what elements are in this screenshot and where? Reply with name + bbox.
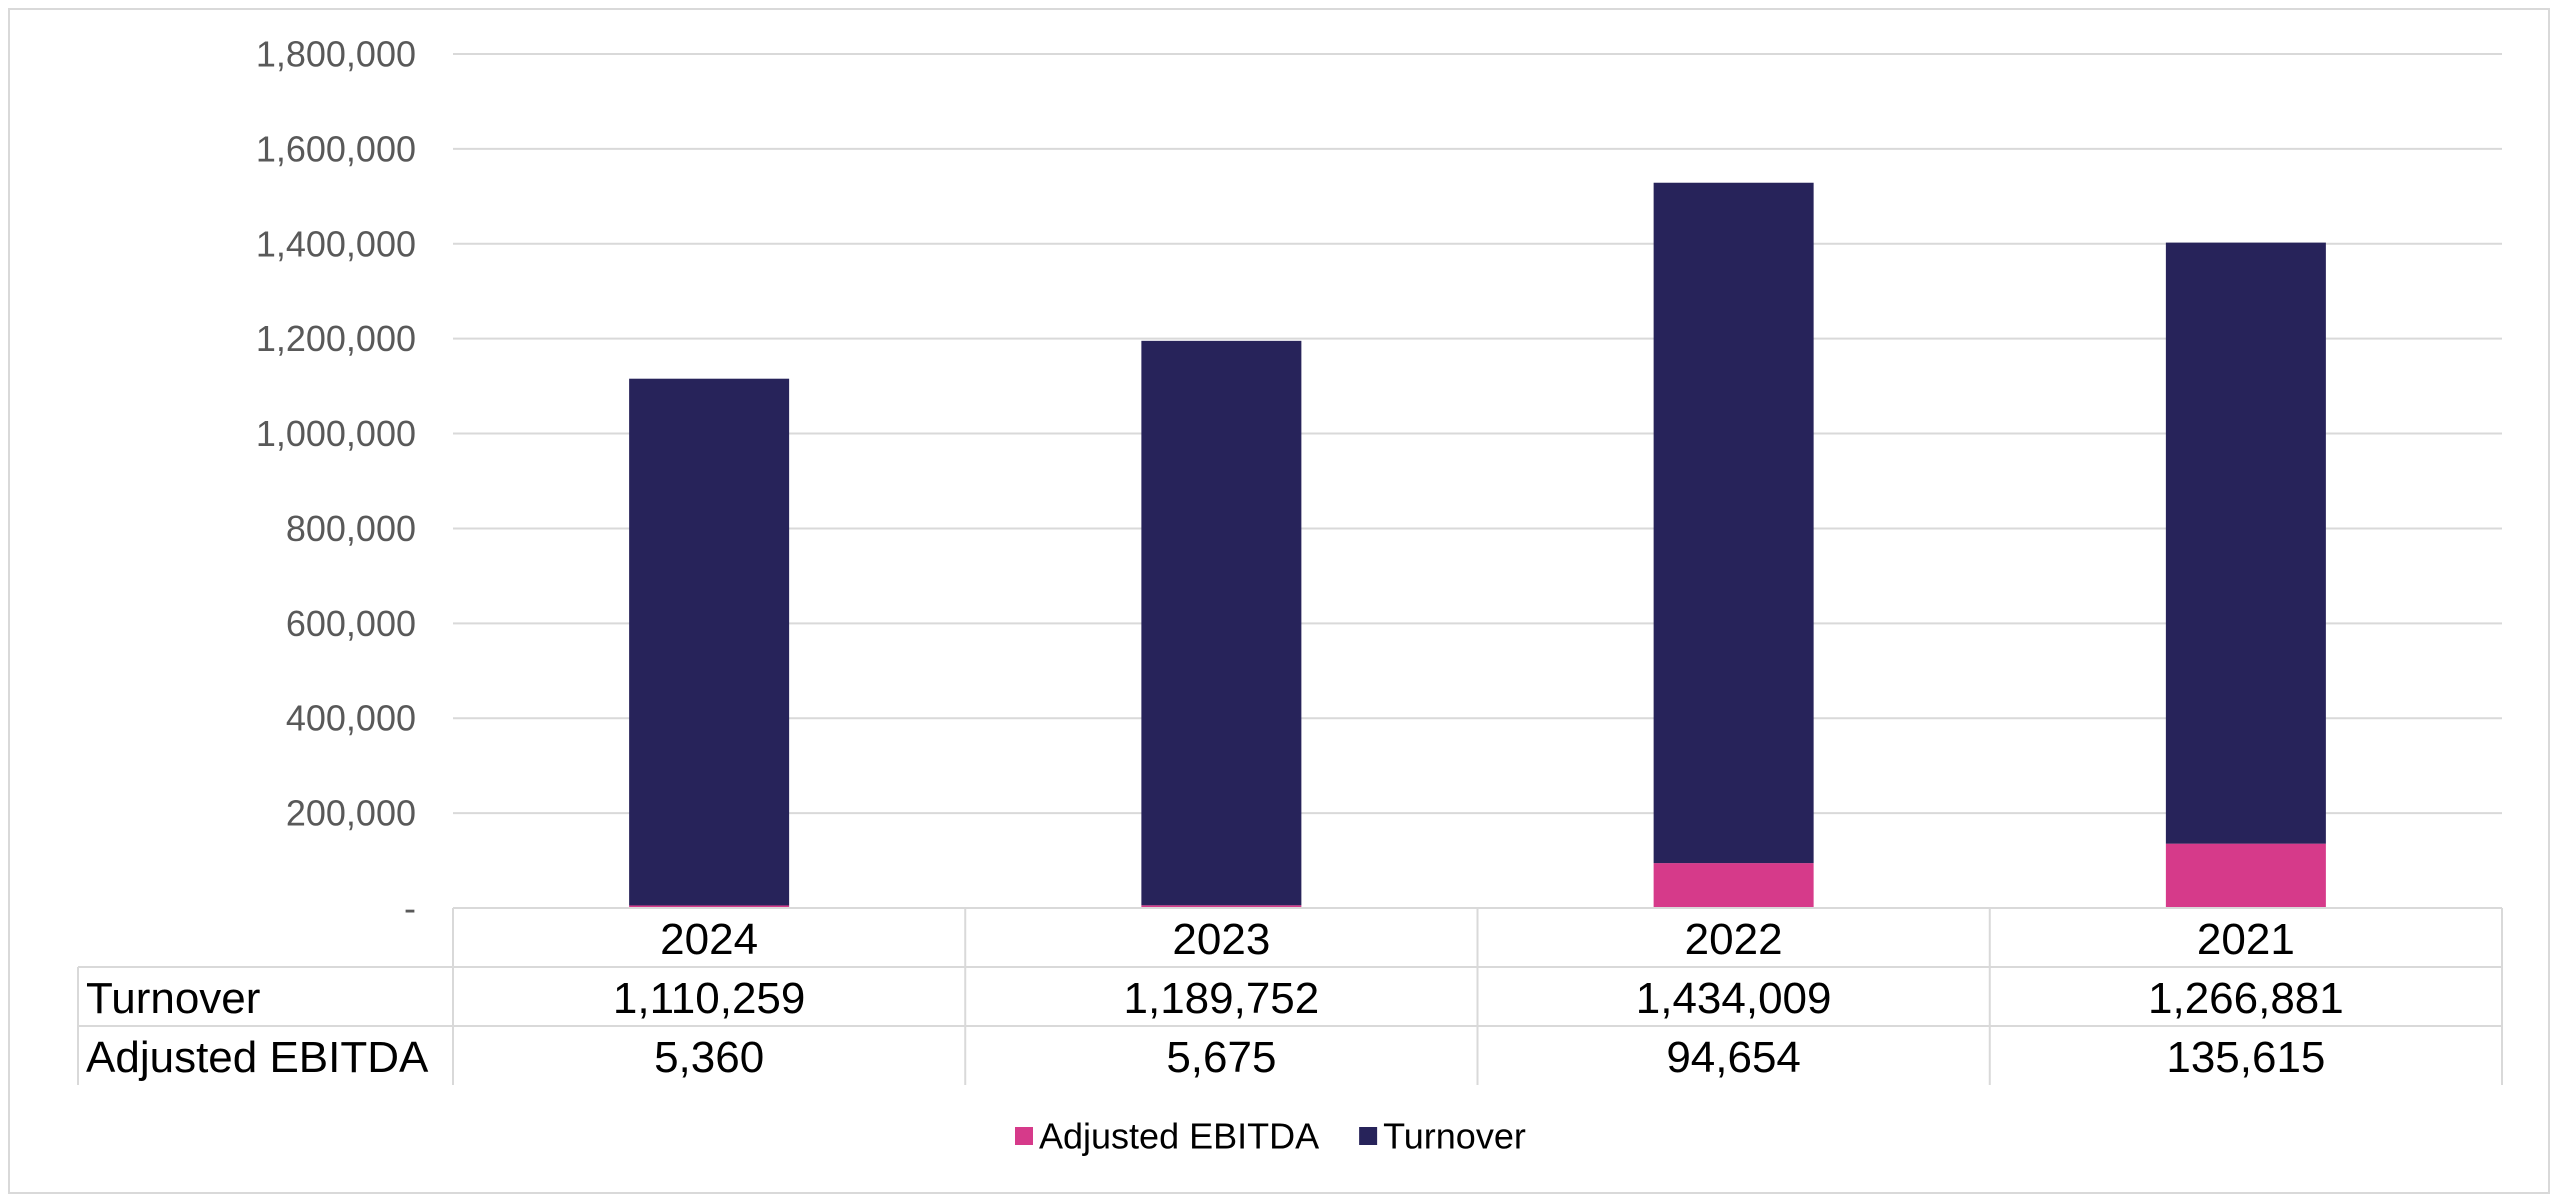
- y-tick-label: 600,000: [286, 603, 416, 644]
- table-cell-value: 1,266,881: [2148, 974, 2344, 1023]
- legend-swatch: [1015, 1127, 1033, 1145]
- x-category-label: 2021: [2197, 915, 2295, 964]
- y-tick-label: 1,800,000: [256, 34, 416, 75]
- table-row-label: Adjusted EBITDA: [86, 1033, 429, 1082]
- table-cell-value: 1,189,752: [1124, 974, 1320, 1023]
- table-cell-value: 1,110,259: [613, 974, 805, 1023]
- x-category-label: 2023: [1172, 915, 1270, 964]
- table-row-label: Turnover: [86, 974, 260, 1023]
- bar-adjusted-ebitda: [1141, 905, 1302, 908]
- legend-label: Turnover: [1383, 1116, 1526, 1157]
- bar-adjusted-ebitda: [2165, 843, 2326, 908]
- y-tick-label: 1,400,000: [256, 223, 416, 264]
- y-tick-label: 1,200,000: [256, 318, 416, 359]
- bar-turnover: [1141, 340, 1302, 906]
- y-tick-label: 1,000,000: [256, 413, 416, 454]
- bar-turnover: [1653, 182, 1814, 864]
- bar-turnover: [629, 378, 790, 906]
- y-tick-label: 400,000: [286, 698, 416, 739]
- x-category-label: 2024: [660, 915, 758, 964]
- x-category-label: 2022: [1685, 915, 1783, 964]
- table-cell-value: 1,434,009: [1636, 974, 1832, 1023]
- table-cell-value: 5,675: [1166, 1033, 1276, 1082]
- y-tick-label: 1,600,000: [256, 128, 416, 169]
- table-cell-value: 5,360: [654, 1033, 764, 1082]
- y-tick-label: 800,000: [286, 508, 416, 549]
- legend-label: Adjusted EBITDA: [1039, 1116, 1319, 1157]
- y-tick-label: 200,000: [286, 793, 416, 834]
- bar-turnover: [2165, 242, 2326, 844]
- bar-adjusted-ebitda: [1653, 863, 1814, 908]
- table-cell-value: 135,615: [2166, 1033, 2325, 1082]
- table-cell-value: 94,654: [1666, 1033, 1801, 1082]
- bar-adjusted-ebitda: [629, 905, 790, 908]
- chart-frame: [8, 8, 2550, 1194]
- legend-swatch: [1359, 1127, 1378, 1145]
- y-tick-label: -: [404, 888, 416, 929]
